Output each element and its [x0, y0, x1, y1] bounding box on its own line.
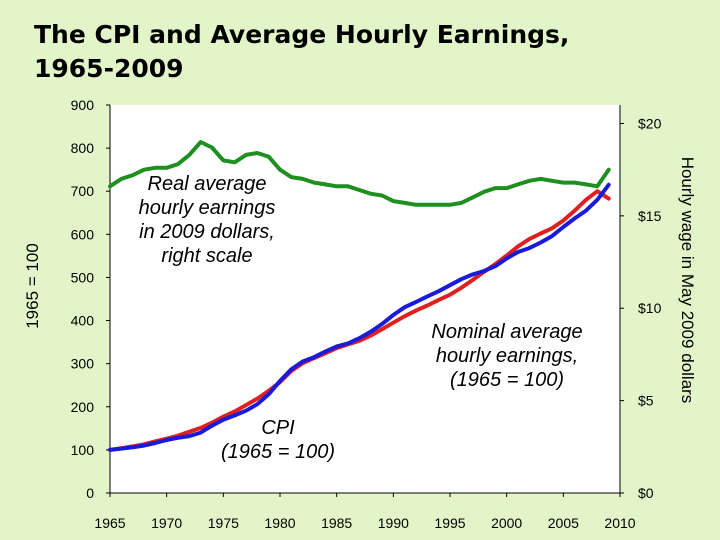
nominal-annotation-line-1: Nominal average	[431, 321, 583, 343]
x-axis-tick-label: 1970	[151, 515, 182, 531]
left-axis-tick-label: 100	[71, 442, 95, 458]
right-axis-tick-label: $5	[638, 393, 654, 409]
right-axis-tick-label: $20	[638, 115, 662, 131]
cpi-line	[108, 182, 611, 452]
x-axis-tick-label: 1990	[378, 515, 409, 531]
x-axis-tick-label: 2010	[604, 515, 635, 531]
right-axis-tick-label: $0	[638, 485, 654, 501]
x-axis-tick-label: 1995	[434, 515, 465, 531]
left-axis-tick-label: 0	[86, 485, 94, 501]
chart-title: The CPI and Average Hourly Earnings, 196…	[34, 18, 569, 86]
real-earnings-annotation: Real average hourly earnings in 2009 dol…	[112, 172, 302, 268]
left-axis-tick-label: 300	[71, 356, 95, 372]
right-axis-tick-label: $15	[638, 208, 662, 224]
left-axis-tick-label: 500	[71, 269, 95, 285]
real-annotation-line-1: Real average	[147, 173, 267, 195]
nominal-annotation-line-3: (1965 = 100)	[450, 369, 564, 391]
x-axis-tick-label: 1985	[321, 515, 352, 531]
chart-title-line-1: The CPI and Average Hourly Earnings,	[34, 20, 570, 49]
left-axis-tick-label: 400	[71, 313, 95, 329]
right-axis-title: Hourly wage in May 2009 dollars	[678, 157, 697, 404]
cpi-annotation-line-1: CPI	[261, 417, 295, 439]
right-axis-tick-label: $10	[638, 300, 662, 316]
nominal-earnings-annotation: Nominal average hourly earnings, (1965 =…	[402, 320, 612, 392]
real-annotation-line-4: right scale	[161, 245, 253, 267]
x-axis-tick-label: 2000	[491, 515, 522, 531]
left-axis-tick-label: 900	[71, 97, 95, 113]
left-axis-tick-label: 600	[71, 226, 95, 242]
left-axis-tick-label: 800	[71, 140, 95, 156]
left-axis-tick-label: 700	[71, 183, 95, 199]
left-axis-tick-label: 200	[71, 399, 95, 415]
chart-title-line-2: 1965-2009	[34, 54, 184, 83]
x-axis-tick-label: 2005	[548, 515, 579, 531]
real-earnings-line	[108, 140, 611, 207]
x-axis-tick-label: 1980	[264, 515, 295, 531]
cpi-annotation-line-2: (1965 = 100)	[221, 441, 335, 463]
left-axis-title: 1965 = 100	[23, 243, 42, 329]
x-axis-tick-label: 1965	[94, 515, 125, 531]
nominal-annotation-line-2: hourly earnings,	[435, 345, 579, 367]
x-axis-tick-label: 1975	[208, 515, 239, 531]
real-annotation-line-3: in 2009 dollars,	[139, 221, 275, 243]
real-annotation-line-2: hourly earnings	[138, 197, 276, 219]
cpi-annotation: CPI (1965 = 100)	[198, 416, 358, 464]
nominal-earnings-line	[108, 189, 611, 452]
